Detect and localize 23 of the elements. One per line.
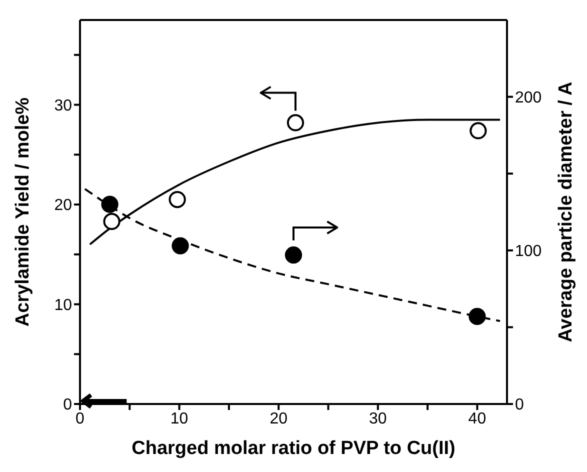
y-tick-label: 0 [63,396,72,414]
y2-tick-label: 200 [515,89,542,106]
x-tick-label: 30 [369,410,387,428]
x-tick-label: 40 [468,410,486,428]
point [168,190,186,208]
point [172,237,189,254]
x-tick-label: 0 [76,410,85,428]
point [284,246,302,264]
x-tick-label: 20 [270,410,288,428]
y-axis-title: Acrylamide Yield / mole% [12,97,34,327]
y2-tick-label: 100 [515,243,542,260]
y2-axis-title: Average particle diameter / A [556,81,577,342]
y-tick-label: 30 [54,97,72,114]
point [286,114,304,132]
point [101,196,118,213]
point [470,122,487,140]
x-axis-title: Charged molar ratio of PVP to Cu(II) [132,438,456,459]
y-tick-label: 20 [54,197,72,214]
y2-tick-label: 0 [515,396,524,414]
x-tick-label: 10 [170,410,188,428]
y-tick-label: 10 [54,296,72,314]
point [468,308,486,325]
point [103,212,120,230]
